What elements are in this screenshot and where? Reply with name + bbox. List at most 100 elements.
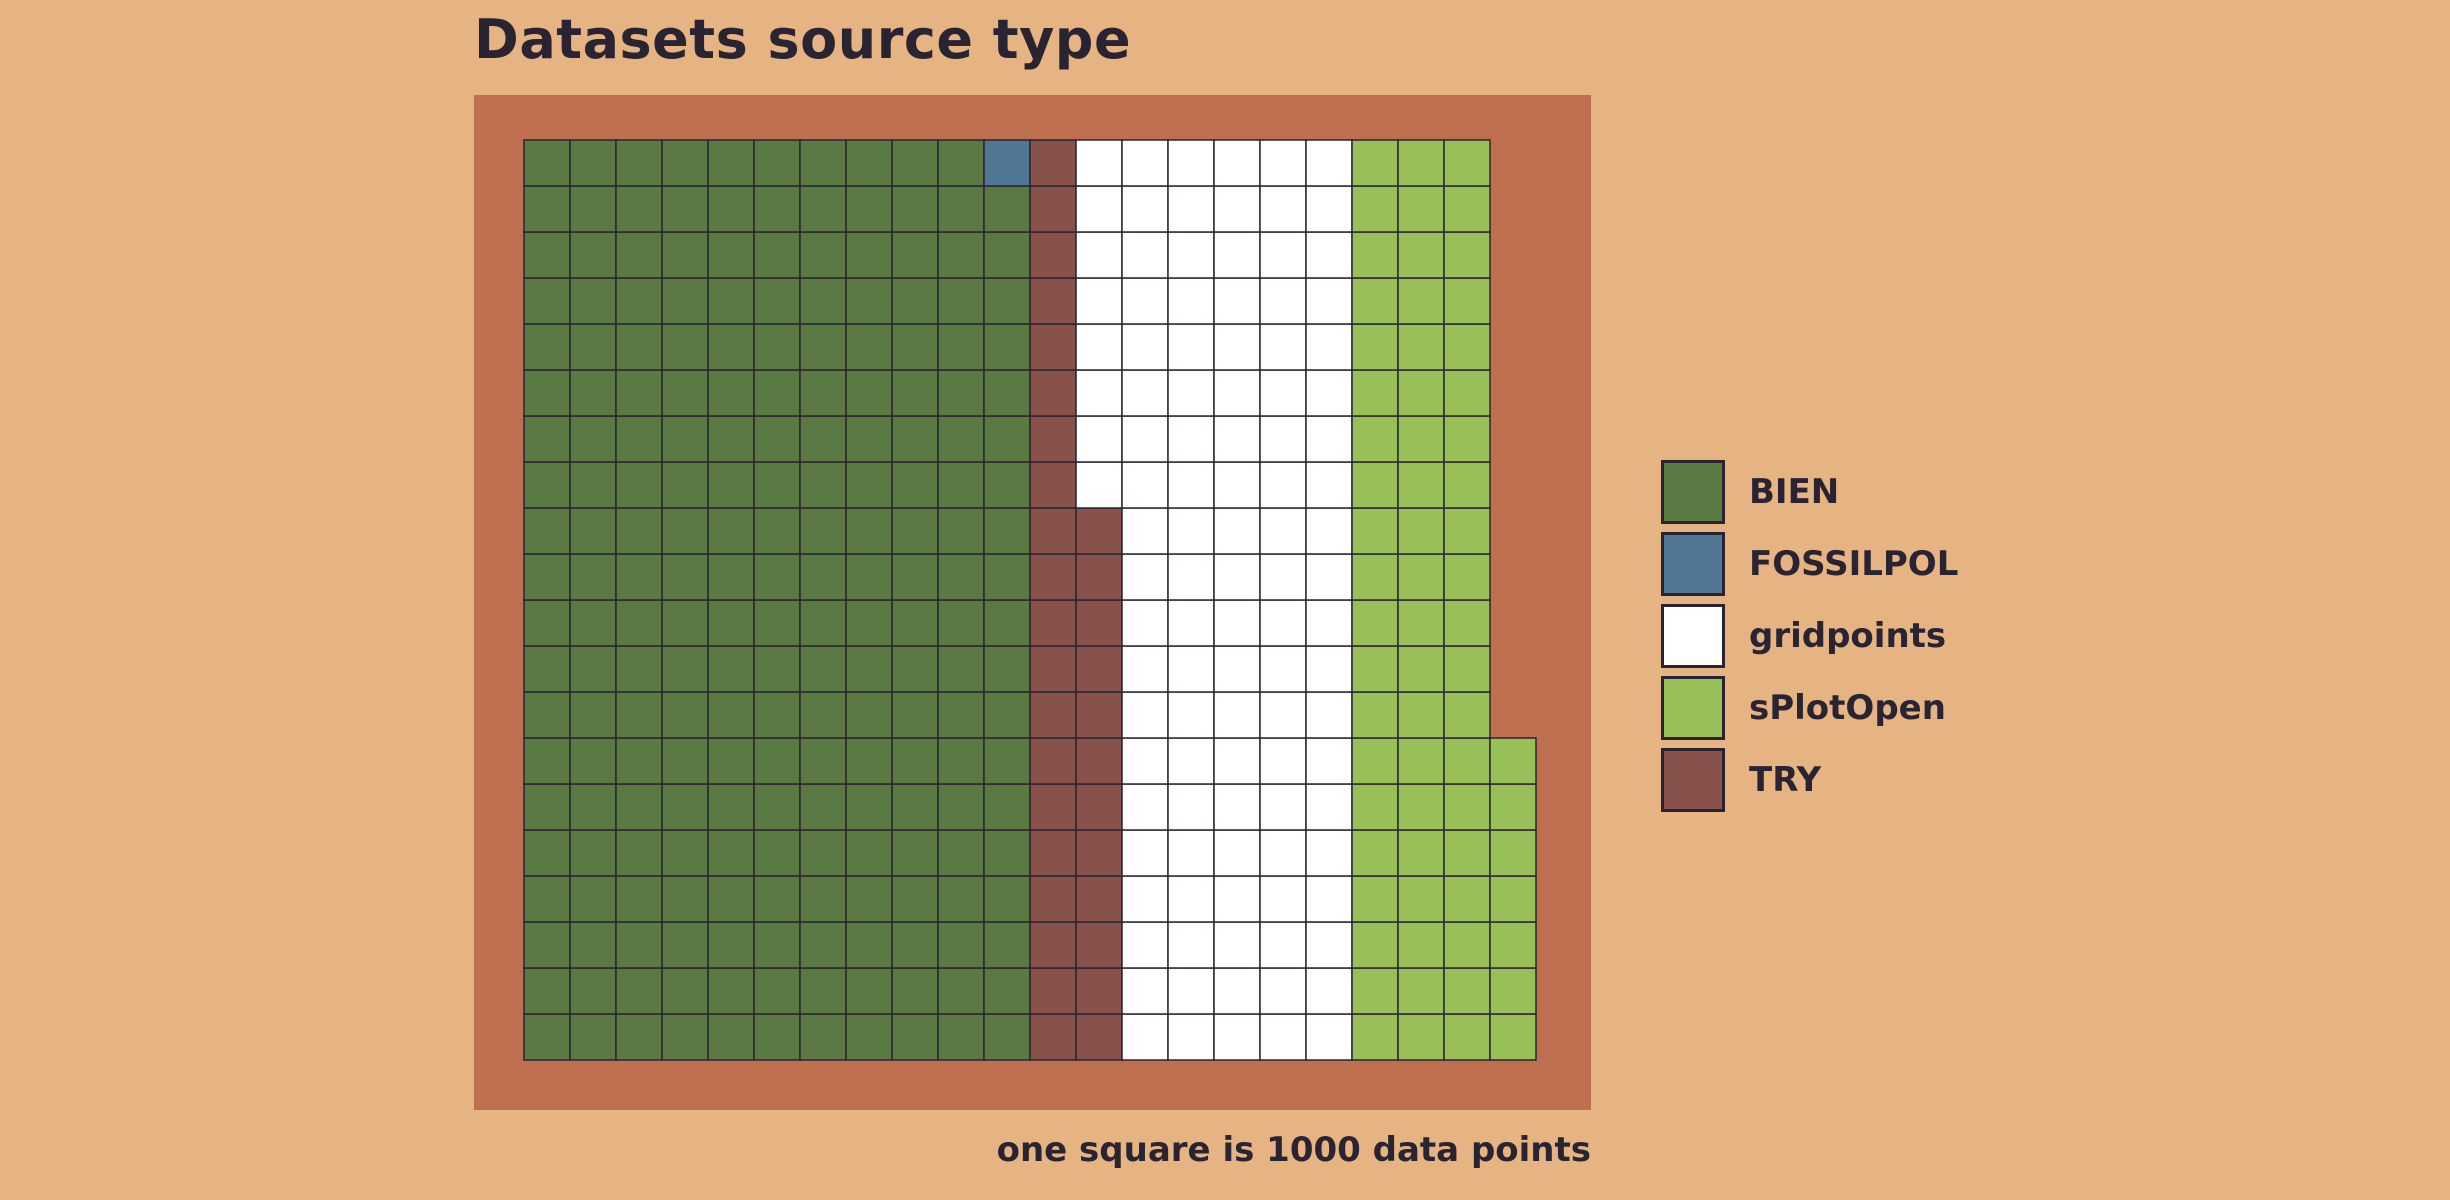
waffle-square-try [1075,783,1123,831]
waffle-square-splotopen [1443,645,1491,693]
waffle-square-bien [523,599,571,647]
waffle-square-try [1075,1013,1123,1061]
waffle-square-bien [569,967,617,1015]
waffle-square-try [1029,369,1077,417]
legend-label-gridpoints: gridpoints [1749,616,1947,656]
waffle-square-try [1075,599,1123,647]
waffle-square-gridpoints [1121,185,1169,233]
waffle-square-gridpoints [1305,185,1353,233]
waffle-square-bien [523,691,571,739]
legend-swatch-splotopen [1661,676,1725,740]
waffle-square-bien [937,875,985,923]
waffle-square-bien [983,691,1031,739]
waffle-square-gridpoints [1213,507,1261,555]
waffle-square-bien [845,645,893,693]
waffle-square-splotopen [1351,737,1399,785]
waffle-square-gridpoints [1305,645,1353,693]
waffle-square-bien [523,967,571,1015]
waffle-square-bien [661,415,709,463]
waffle-square-splotopen [1351,415,1399,463]
waffle-square-bien [523,783,571,831]
waffle-square-splotopen [1489,829,1537,877]
waffle-square-splotopen [1443,461,1491,509]
waffle-square-bien [983,507,1031,555]
waffle-square-try [1029,185,1077,233]
waffle-square-gridpoints [1305,507,1353,555]
waffle-square-gridpoints [1259,369,1307,417]
waffle-square-bien [937,645,985,693]
legend-label-splotopen: sPlotOpen [1749,688,1946,728]
waffle-square-splotopen [1443,691,1491,739]
waffle-square-gridpoints [1213,691,1261,739]
waffle-square-gridpoints [1167,645,1215,693]
waffle-square-splotopen [1397,415,1445,463]
waffle-square-try [1029,139,1077,187]
waffle-square-gridpoints [1259,921,1307,969]
waffle-square-bien [753,691,801,739]
waffle-square-bien [707,139,755,187]
legend-item-bien: BIEN [1661,456,1958,528]
waffle-square-bien [983,599,1031,647]
waffle-square-gridpoints [1213,369,1261,417]
waffle-square-bien [707,461,755,509]
legend-item-gridpoints: gridpoints [1661,600,1958,672]
waffle-square-bien [615,139,663,187]
waffle-square-gridpoints [1213,599,1261,647]
waffle-square-bien [753,553,801,601]
waffle-square-bien [937,139,985,187]
waffle-square-splotopen [1489,783,1537,831]
waffle-square-bien [799,829,847,877]
waffle-square-gridpoints [1305,461,1353,509]
waffle-square-bien [615,461,663,509]
waffle-square-bien [661,691,709,739]
waffle-square-gridpoints [1167,461,1215,509]
waffle-square-try [1029,829,1077,877]
waffle-square-splotopen [1489,1013,1537,1061]
waffle-square-bien [569,277,617,325]
waffle-square-bien [799,875,847,923]
waffle-square-gridpoints [1259,231,1307,279]
waffle-square-bien [983,875,1031,923]
waffle-square-splotopen [1397,553,1445,601]
waffle-square-gridpoints [1167,783,1215,831]
waffle-square-gridpoints [1305,829,1353,877]
waffle-square-bien [523,645,571,693]
waffle-square-bien [661,875,709,923]
legend-item-fossilpol: FOSSILPOL [1661,528,1958,600]
waffle-square-bien [845,139,893,187]
waffle-square-splotopen [1443,1013,1491,1061]
waffle-square-splotopen [1351,921,1399,969]
waffle-square-bien [983,415,1031,463]
waffle-square-gridpoints [1167,369,1215,417]
waffle-square-splotopen [1351,783,1399,831]
waffle-square-splotopen [1397,645,1445,693]
waffle-square-try [1075,967,1123,1015]
waffle-square-try [1029,415,1077,463]
waffle-square-gridpoints [1213,645,1261,693]
waffle-square-gridpoints [1121,1013,1169,1061]
waffle-square-bien [707,277,755,325]
waffle-panel [474,95,1591,1110]
waffle-square-bien [845,415,893,463]
waffle-square-gridpoints [1213,553,1261,601]
waffle-square-splotopen [1489,967,1537,1015]
waffle-square-splotopen [1397,323,1445,371]
waffle-square-bien [891,461,939,509]
waffle-square-bien [661,783,709,831]
waffle-square-splotopen [1351,967,1399,1015]
waffle-square-gridpoints [1167,967,1215,1015]
waffle-square-gridpoints [1213,231,1261,279]
waffle-square-splotopen [1443,967,1491,1015]
waffle-square-gridpoints [1121,507,1169,555]
waffle-square-gridpoints [1121,369,1169,417]
waffle-square-gridpoints [1167,323,1215,371]
waffle-square-bien [661,323,709,371]
waffle-square-gridpoints [1259,507,1307,555]
waffle-square-bien [523,829,571,877]
waffle-square-gridpoints [1305,875,1353,923]
waffle-square-gridpoints [1259,875,1307,923]
waffle-square-bien [799,921,847,969]
waffle-square-bien [983,277,1031,325]
legend-label-fossilpol: FOSSILPOL [1749,544,1959,584]
waffle-square-bien [845,691,893,739]
